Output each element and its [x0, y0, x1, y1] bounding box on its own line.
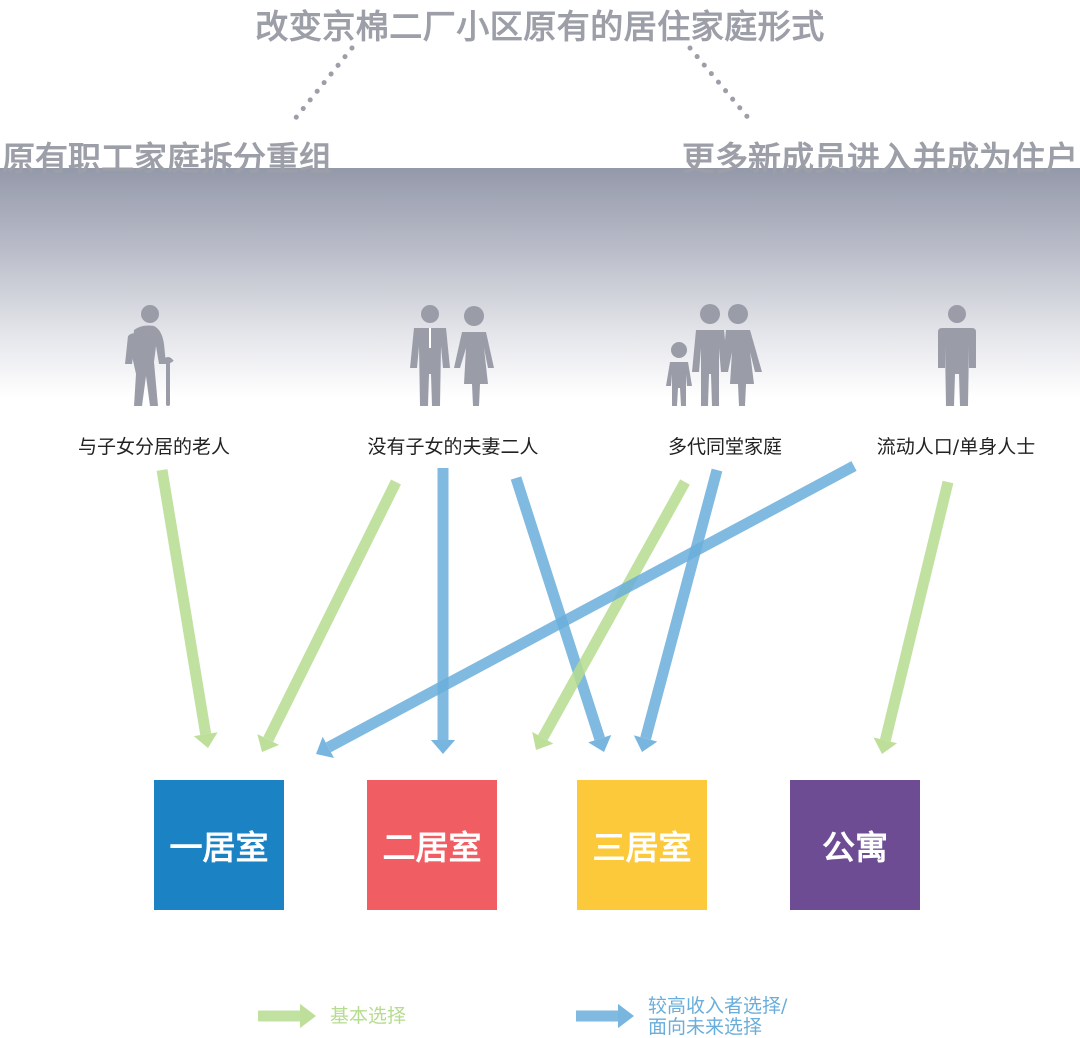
- arrow-higher-6-shaft: [325, 461, 857, 753]
- single-person-icon: [938, 305, 976, 406]
- arrow-basic-1-shaft: [263, 479, 401, 742]
- household-label-family: 多代同堂家庭: [667, 436, 782, 458]
- legend-label-higher-line1: 较高收入者选择/: [648, 995, 788, 1017]
- household-label-single: 流动人口/单身人士: [876, 436, 1036, 458]
- room-label: 三居室: [592, 828, 692, 867]
- arrow-higher-5-shaft: [640, 468, 723, 740]
- arrow-basic-0-head: [193, 732, 218, 748]
- arrow-basic-4: [532, 479, 690, 750]
- household-label-couple: 没有子女的夫妻二人: [367, 436, 539, 458]
- room-label: 一居室: [169, 828, 269, 867]
- arrow-basic-4-shaft: [537, 479, 690, 741]
- couple-icon: [410, 305, 494, 406]
- legend-basic-arrow: [258, 1003, 316, 1029]
- legend-label-higher: 较高收入者选择/ 面向未来选择: [648, 996, 787, 1038]
- elderly-person-with-cane-icon: [125, 305, 174, 406]
- arrow-basic-7-head: [873, 737, 898, 754]
- room-box-one-bedroom: 一居室: [154, 780, 284, 910]
- arrow-higher-3-shaft: [510, 476, 605, 741]
- arrow-higher-2: [430, 468, 456, 754]
- left-subtitle: 原有职工家庭拆分重组: [2, 139, 332, 178]
- arrow-basic-0-shaft: [156, 469, 212, 736]
- legend-arrow-higher: [576, 1003, 634, 1029]
- room-box-two-bedroom: 二居室: [367, 780, 497, 910]
- room-box-apartment: 公寓: [790, 780, 920, 910]
- arrow-higher-5-head: [633, 735, 658, 752]
- arrow-basic-4-head: [532, 731, 554, 750]
- arrow-group: [156, 461, 954, 759]
- arrow-higher-2-head: [430, 740, 456, 754]
- family-icon: [666, 304, 762, 406]
- legend-higher-arrow-head: [618, 1003, 634, 1029]
- dotted-connector-right: [687, 45, 753, 123]
- arrow-basic-0: [156, 469, 218, 748]
- room-box-three-bedroom: 三居室: [577, 780, 707, 910]
- legend-higher-arrow: [576, 1003, 634, 1029]
- room-label: 二居室: [382, 828, 482, 867]
- right-subtitle: 更多新成员进入并成为住户: [682, 139, 1078, 178]
- arrow-higher-3: [510, 476, 612, 752]
- arrow-higher-3-head: [588, 734, 612, 752]
- arrow-basic-7-shaft: [879, 480, 954, 742]
- arrow-higher-6: [316, 461, 857, 759]
- arrow-basic-1-head: [257, 734, 280, 752]
- arrow-higher-5: [633, 468, 723, 752]
- arrow-basic-7: [873, 480, 954, 754]
- gradient-background: [0, 168, 1080, 398]
- legend-basic-arrow-head: [300, 1003, 316, 1029]
- legend-label-basic: 基本选择: [330, 1005, 407, 1027]
- arrow-higher-6-head: [316, 736, 335, 759]
- dotted-connector-left: [291, 45, 355, 123]
- arrow-basic-1: [257, 479, 401, 752]
- main-title: 改变京棉二厂小区原有的居住家庭形式: [255, 7, 825, 46]
- legend-label-higher-line2: 面向未来选择: [648, 1016, 763, 1038]
- household-label-elderly: 与子女分居的老人: [77, 436, 230, 458]
- legend-arrow-basic: [258, 1003, 316, 1029]
- room-label: 公寓: [822, 828, 888, 867]
